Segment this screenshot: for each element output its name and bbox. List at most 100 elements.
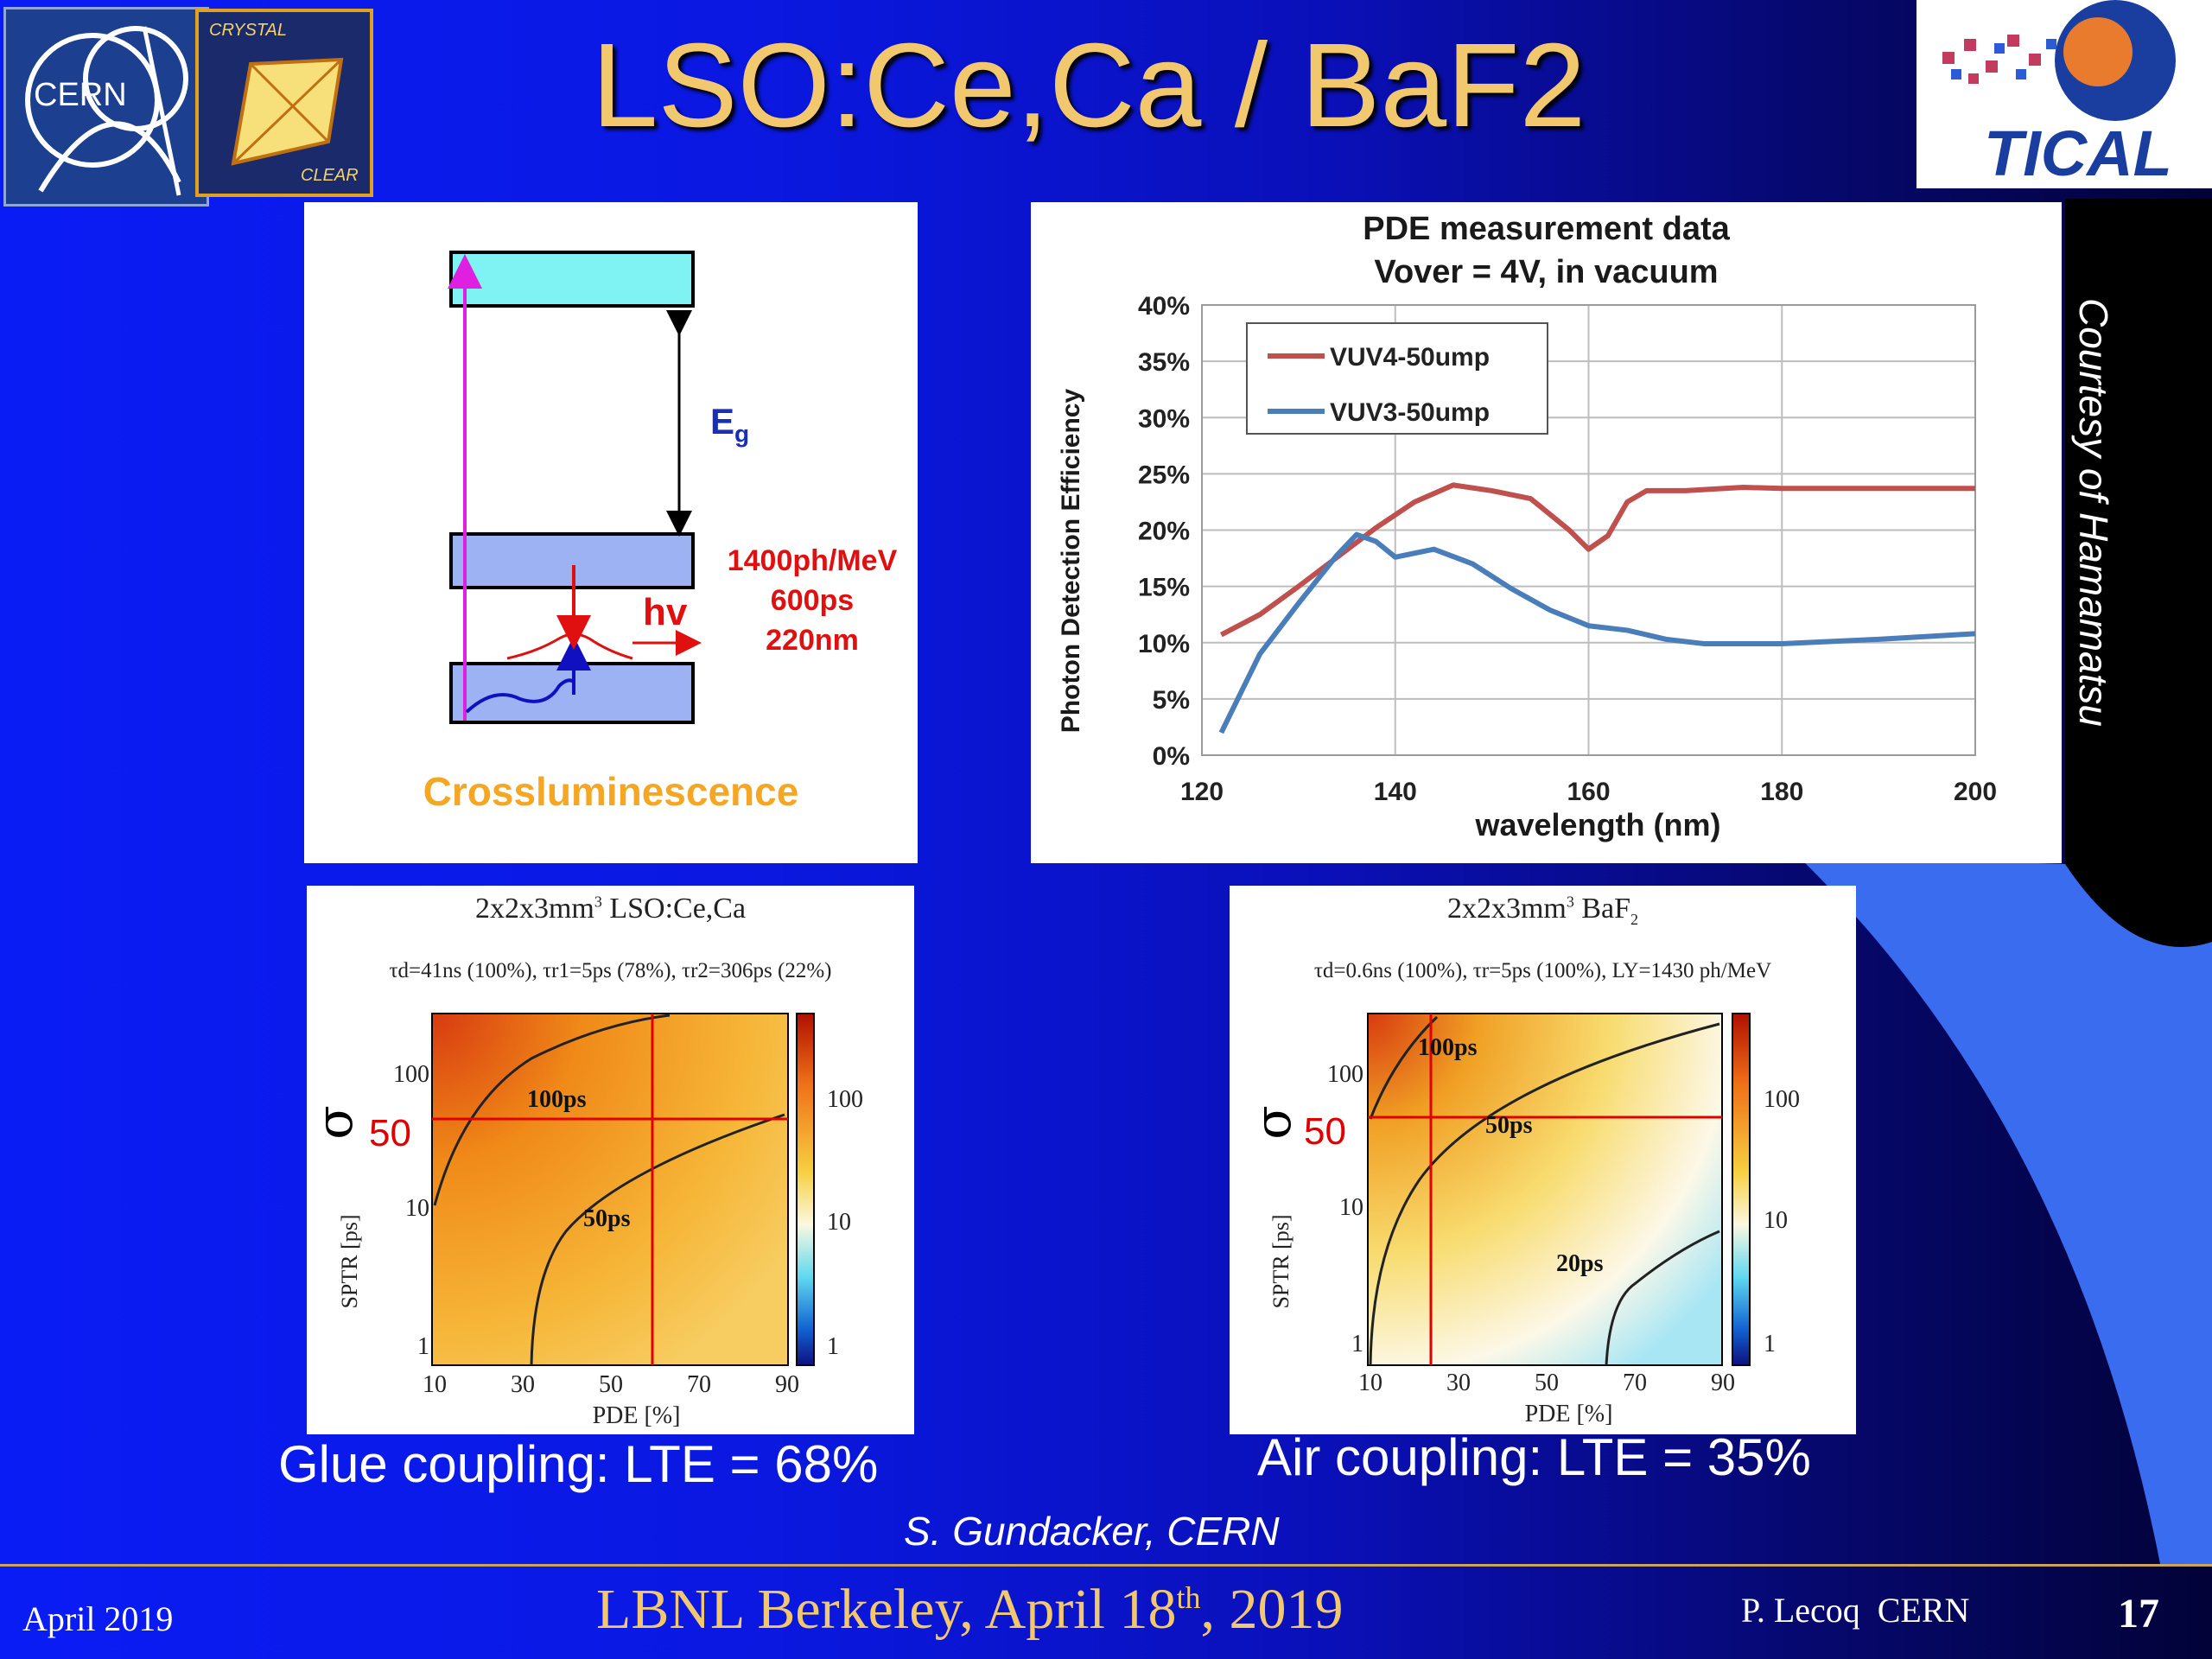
baf2-cbtick-10: 10 [1764, 1207, 1788, 1234]
pde-xlabel: wavelength (nm) [1475, 807, 1721, 842]
pde-xtick-label: 200 [1954, 778, 1997, 806]
footer-date: April 2019 [22, 1599, 174, 1638]
lso-ytick-100: 100 [393, 1061, 429, 1088]
lso-xtick-30: 30 [511, 1371, 535, 1398]
cern-logo-text: CERN [34, 77, 127, 113]
baf2-heatmap-graphic [1367, 1013, 1751, 1366]
baf2-cbtick-100: 100 [1764, 1086, 1800, 1113]
lso-sigma-value: 50 [369, 1112, 411, 1154]
baf2-cbtick-1: 1 [1764, 1331, 1776, 1357]
baf2-xtick-50: 50 [1535, 1370, 1559, 1396]
pde-series-vuv3 [1218, 531, 1976, 734]
emission-wavelength: 220nm [766, 624, 859, 657]
footer-event: LBNL Berkeley, April 18th, 2019 [596, 1578, 1344, 1641]
crystal-logo-graphic [231, 57, 344, 166]
pde-title-line1: PDE measurement data [1363, 211, 1730, 247]
baf2-ytick-10: 10 [1339, 1194, 1363, 1221]
pde-chart-plot: 0% 5% 10% 15% 20% 25% 30% 35% 40% 120 140 160 180 200… [1138, 292, 1997, 806]
pde-plot-frame [1201, 304, 1976, 756]
lso-ytick-10: 10 [405, 1195, 429, 1222]
cern-logo-graphic [25, 26, 188, 196]
bandgap-label: Eg [710, 401, 750, 448]
lso-ylabel: SPTR [ps] [337, 1214, 362, 1309]
glue-coupling-caption: Glue coupling: LTE = 68% [278, 1435, 879, 1493]
air-coupling-caption: Air coupling: LTE = 35% [1257, 1428, 1811, 1486]
lso-heatmap-graphic [431, 1013, 815, 1366]
hv-label: hv [643, 591, 688, 633]
lso-ytick-1: 1 [417, 1333, 429, 1360]
lso-heatmap-title: 2x2x3mm3 LSO:Ce,Ca [474, 893, 747, 925]
pde-ytick-label: 15% [1138, 574, 1190, 602]
footer-divider [0, 1564, 2212, 1567]
pde-ytick-label: 30% [1138, 404, 1190, 433]
baf2-ytick-100: 100 [1327, 1061, 1363, 1088]
pde-chart-title: PDE measurement data Vover = 4V, in vacu… [1031, 207, 2062, 294]
hole-path [465, 678, 575, 714]
pde-xtick-label: 160 [1567, 778, 1610, 806]
pde-ytick-label: 10% [1138, 630, 1190, 658]
baf2-ylabel: SPTR [ps] [1268, 1214, 1294, 1309]
decay-time: 600ps [770, 584, 855, 617]
pde-ylabel: Photon Detection Efficiency [1057, 388, 1085, 734]
lso-xtick-50: 50 [599, 1371, 623, 1398]
baf2-xlabel: PDE [%] [1524, 1401, 1613, 1427]
baf2-contour-50ps: 50ps [1485, 1112, 1533, 1139]
pde-xtick-label: 180 [1760, 778, 1803, 806]
lso-xlabel: PDE [%] [592, 1402, 681, 1429]
crystal-clear-logo: CRYSTAL CLEAR [195, 9, 373, 197]
pde-ytick-label: 20% [1138, 518, 1190, 546]
baf2-xtick-30: 30 [1446, 1370, 1471, 1396]
conduction-band [449, 251, 695, 308]
baf2-sigma-symbol: σ [1243, 1105, 1302, 1140]
energy-band-diagram [448, 251, 702, 724]
baf2-heatmap-subtitle: τd=0.6ns (100%), τr=5ps (100%), LY=1430 … [1313, 959, 1772, 982]
tical-logo-graphic [1942, 0, 2176, 121]
cern-logo: CERN [3, 7, 209, 207]
baf2-contour-20ps: 20ps [1556, 1250, 1604, 1277]
emission-curve [506, 632, 633, 660]
slide-title: LSO:Ce,Ca / BaF2 [591, 19, 1586, 152]
pde-xtick-label: 140 [1374, 778, 1417, 806]
light-yield: 1400ph/MeV [727, 544, 898, 577]
pde-legend [1246, 322, 1548, 435]
baf2-xtick-10: 10 [1358, 1370, 1382, 1396]
baf2-heatmap-title: 2x2x3mm3 BaF2 [1446, 893, 1639, 928]
lso-sigma-symbol: σ [304, 1105, 364, 1140]
tical-logo-text: TICAL [1984, 118, 2172, 189]
pde-legend-label: VUV4-50ump [1330, 343, 1490, 372]
courtesy-text: Courtesy of Hamamatsu [2071, 298, 2116, 727]
lso-xtick-90: 90 [775, 1371, 799, 1398]
pde-ytick-label: 0% [1153, 742, 1190, 771]
crystal-logo-bottom-text: CLEAR [301, 166, 359, 185]
baf2-xtick-70: 70 [1623, 1370, 1647, 1396]
pde-chart-panel: PDE measurement data Vover = 4V, in vacu… [1031, 202, 2062, 863]
pde-ytick-label: 35% [1138, 348, 1190, 377]
pde-xtick-label: 120 [1180, 778, 1224, 806]
emission-stats: 1400ph/MeV 600ps 220nm [709, 541, 916, 660]
lso-xtick-70: 70 [687, 1371, 711, 1398]
lso-cbtick-100: 100 [827, 1086, 863, 1113]
lso-cbtick-10: 10 [827, 1209, 851, 1236]
lso-heatmap-subtitle: τd=41ns (100%), τr1=5ps (78%), τr2=306ps… [389, 959, 832, 982]
tical-logo: TICAL [1916, 0, 2212, 189]
crossluminescence-panel: Eg hv 1400ph/MeV 600ps 220nm Crosslumine… [304, 202, 918, 863]
baf2-contour-100ps: 100ps [1418, 1034, 1478, 1061]
crystal-logo-top-text: CRYSTAL [209, 21, 288, 40]
crossluminescence-caption: Crossluminescence [423, 769, 799, 814]
baf2-heatmap-panel: 2x2x3mm3 BaF2 τd=0.6ns (100%), τr=5ps (1… [1230, 886, 1856, 1434]
pde-ytick-label: 5% [1153, 686, 1190, 715]
pde-title-line2: Vover = 4V, in vacuum [1374, 254, 1719, 290]
baf2-xtick-90: 90 [1711, 1370, 1735, 1396]
baf2-ytick-1: 1 [1351, 1331, 1363, 1357]
lso-heatmap-panel: 2x2x3mm3 LSO:Ce,Ca τd=41ns (100%), τr1=5… [304, 886, 914, 1434]
lso-xtick-10: 10 [423, 1371, 447, 1398]
footer-author: P. Lecoq CERN [1741, 1591, 1970, 1630]
pde-legend-label: VUV3-50ump [1330, 398, 1490, 427]
pde-ytick-label: 40% [1138, 292, 1190, 321]
baf2-sigma-value: 50 [1304, 1110, 1346, 1153]
page-number: 17 [2118, 1591, 2159, 1637]
lso-contour-50ps: 50ps [583, 1205, 631, 1232]
courtesy-text-wrap: Courtesy of Hamamatsu [2065, 298, 2117, 1162]
